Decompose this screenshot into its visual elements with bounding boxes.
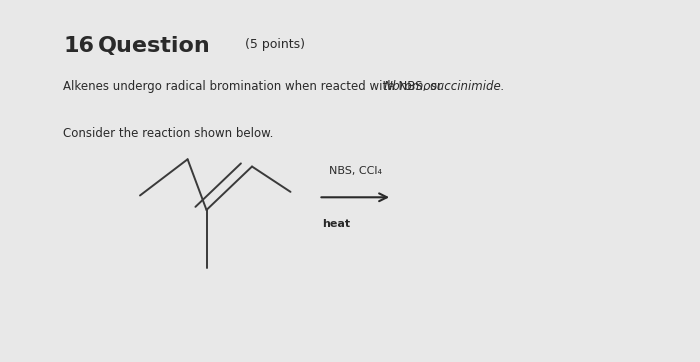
- Text: (5 points): (5 points): [245, 38, 305, 51]
- Text: N: N: [384, 80, 392, 93]
- Text: Alkenes undergo radical bromination when reacted with NBS, or: Alkenes undergo radical bromination when…: [63, 80, 446, 93]
- Text: 16: 16: [63, 36, 94, 56]
- Text: -bromosuccinimide.: -bromosuccinimide.: [389, 80, 505, 93]
- Text: NBS, CCl₄: NBS, CCl₄: [329, 165, 382, 176]
- Text: Question: Question: [98, 36, 211, 56]
- Text: heat: heat: [322, 219, 350, 229]
- Text: Consider the reaction shown below.: Consider the reaction shown below.: [63, 127, 274, 140]
